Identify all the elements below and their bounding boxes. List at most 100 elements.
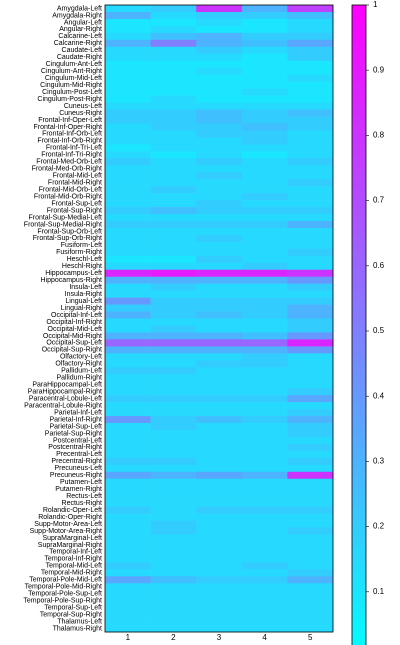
colorbar-band [352, 324, 366, 332]
cell [150, 604, 197, 612]
cell [241, 311, 288, 319]
cell [150, 116, 197, 124]
cell [105, 234, 151, 243]
cell [150, 276, 197, 284]
colorbar-band [352, 520, 366, 527]
colorbar-band [352, 161, 366, 169]
cell [150, 506, 197, 514]
row-label: ParaHippocampal-Right [28, 388, 102, 395]
cell [287, 346, 334, 354]
cell [196, 144, 243, 152]
colorbar-band [352, 141, 366, 149]
cell [241, 436, 288, 445]
cell [150, 416, 197, 424]
cell [196, 311, 243, 319]
cell [196, 179, 243, 187]
cell [105, 165, 151, 173]
colorbar-band [352, 187, 366, 195]
cell [150, 262, 197, 271]
row-label: Cingulum-Mid-Right [40, 82, 102, 89]
cell [241, 562, 288, 570]
cell [105, 625, 151, 633]
colorbar-band [352, 546, 366, 554]
cell [287, 46, 334, 55]
cell [150, 464, 197, 473]
cell [196, 436, 243, 445]
cell [287, 478, 334, 486]
cell [241, 200, 288, 208]
cell [105, 207, 151, 215]
cell [150, 269, 197, 277]
row-label: Frontal-Mid-Left [53, 173, 102, 180]
cell [287, 227, 334, 236]
cell [150, 25, 197, 34]
cell [287, 297, 334, 305]
cell [105, 611, 151, 619]
colorbar-band [352, 278, 366, 286]
cell [105, 186, 151, 194]
cell [241, 471, 288, 480]
cell [241, 60, 288, 68]
row-label: Pallidum-Left [61, 368, 102, 375]
cell [241, 297, 288, 305]
cell [287, 374, 334, 382]
row-label: Precentral-Right [51, 458, 102, 465]
colorbar-band [352, 643, 366, 645]
row-label: Frontal-Sup-Medial-Right [24, 221, 102, 228]
cell [241, 353, 288, 361]
row-label: Heschl-Right [62, 263, 102, 270]
colorbar-band [352, 611, 366, 619]
cell [150, 151, 197, 159]
cell [105, 360, 151, 368]
cell [105, 67, 151, 75]
row-label: Temporal-Pole-Sup-Right [23, 597, 102, 604]
cell [150, 220, 197, 229]
cell [150, 332, 197, 340]
cell [196, 193, 243, 201]
cell [196, 60, 243, 68]
cell [196, 18, 243, 27]
cell [287, 513, 334, 521]
cell [105, 88, 151, 96]
cell [105, 137, 151, 145]
cell [150, 492, 197, 500]
cell [105, 116, 151, 124]
cell [287, 207, 334, 215]
colorbar-band [352, 572, 366, 580]
cell [105, 283, 151, 291]
cell [196, 513, 243, 521]
colorbar-band [352, 102, 366, 110]
colorbar-band [352, 83, 366, 91]
cell [287, 53, 334, 62]
cell [241, 416, 288, 424]
cell [196, 464, 243, 473]
cell [287, 625, 334, 633]
cell [150, 207, 197, 215]
row-label: Amygdala-Left [57, 5, 102, 12]
cell [196, 541, 243, 549]
cell [241, 555, 288, 563]
colorbar-band [352, 630, 366, 638]
colorbar-tick-label: 0.9 [373, 65, 385, 74]
row-label: SupraMarginal-Right [38, 542, 102, 549]
cell [241, 88, 288, 96]
row-label: Putamen-Right [55, 486, 102, 493]
row-label: Frontal-Sup-Left [51, 200, 102, 207]
cell [105, 583, 151, 591]
colorbar-band [352, 304, 366, 312]
cell [287, 381, 334, 389]
cell [105, 534, 151, 542]
row-label: Calcarine-Left [58, 33, 102, 40]
cell [287, 325, 334, 333]
cell [196, 151, 243, 159]
cell [105, 304, 151, 312]
cell [241, 381, 288, 389]
cell [287, 388, 334, 396]
cell [287, 255, 334, 264]
row-label: Frontal-Inf-Oper-Right [34, 124, 103, 131]
cell [196, 130, 243, 138]
cell [241, 262, 288, 271]
cell [150, 583, 197, 591]
cell [287, 144, 334, 152]
row-label: ParaHippocampal-Left [32, 382, 102, 389]
